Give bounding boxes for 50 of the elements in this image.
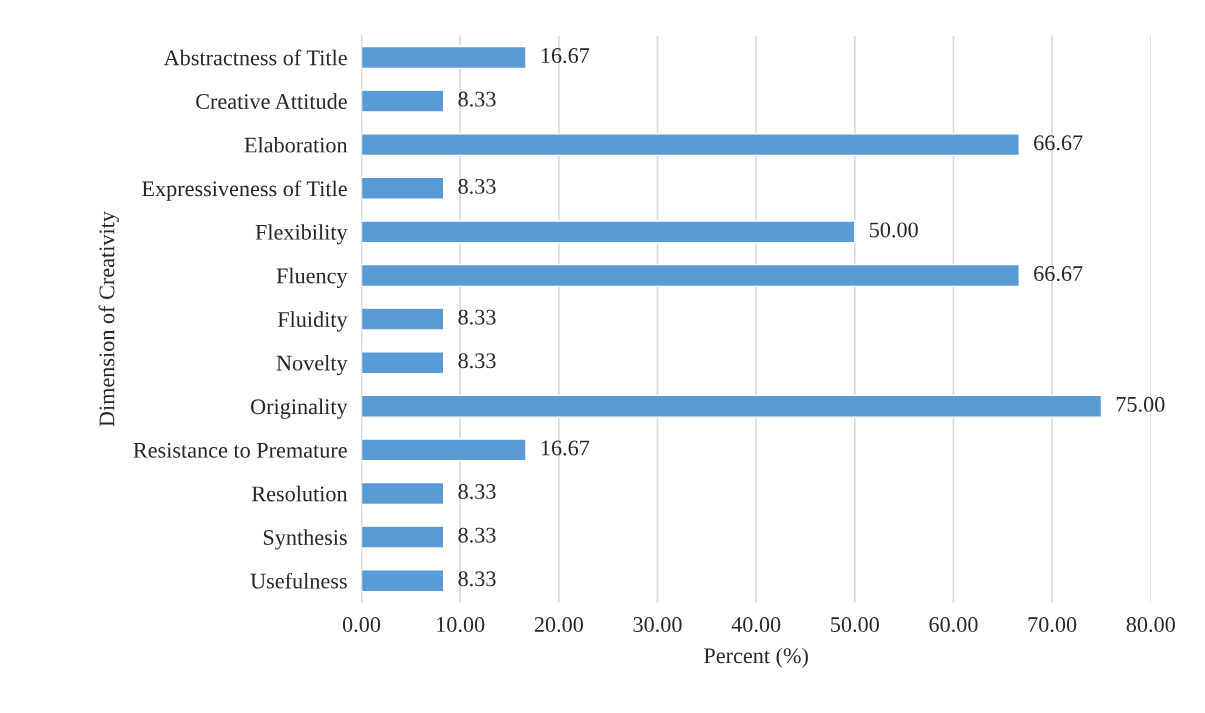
data-label: 8.33: [458, 527, 496, 543]
bar: [361, 89, 445, 113]
y-tick-label: Flexibility: [255, 224, 348, 245]
y-tick-label: Usefulness: [250, 572, 347, 589]
y-tick-label: Abstractness of Title: [163, 49, 347, 66]
bar: [361, 438, 527, 462]
bar: [361, 525, 445, 549]
bar: [361, 481, 445, 506]
y-tick-label: Expressiveness of Title: [142, 180, 347, 201]
bar: [361, 569, 445, 593]
x-tick-label: 60.00: [929, 617, 978, 633]
data-label: 8.33: [458, 309, 496, 325]
y-tick-label: Synthesis: [263, 529, 347, 550]
x-tick-label: 30.00: [633, 617, 682, 633]
y-tick-label: Novelty: [276, 354, 348, 376]
data-label: 8.33: [458, 91, 496, 107]
y-tick-label: Resistance to Premature: [133, 442, 347, 458]
x-tick-label: 80.00: [1126, 617, 1175, 633]
x-tick-label: 50.00: [831, 617, 879, 633]
data-label: 8.33: [458, 353, 496, 369]
y-axis-title: Dimension of Creativity: [98, 211, 119, 427]
data-label: 66.67: [1034, 266, 1083, 282]
x-tick-label: 0.00: [342, 617, 381, 633]
y-tick-label: Elaboration: [244, 136, 348, 153]
bar: [361, 220, 856, 244]
y-tick-label: Fluidity: [277, 311, 348, 332]
bar: [361, 307, 445, 331]
data-label: 8.33: [458, 571, 496, 587]
data-label: 8.33: [458, 178, 496, 194]
data-label: 16.67: [541, 440, 590, 456]
y-tick-label: Originality: [251, 398, 348, 419]
data-label: 16.67: [541, 48, 590, 64]
x-tick-label: 10.00: [437, 617, 485, 633]
x-tick-label: 70.00: [1028, 617, 1077, 633]
bar: [361, 133, 1020, 157]
bar: [361, 394, 1103, 418]
bar: [361, 176, 445, 200]
data-label: 8.33: [458, 484, 496, 500]
bar: [361, 45, 527, 70]
data-label: 75.00: [1116, 396, 1165, 412]
bar: [361, 351, 445, 375]
data-label: 66.67: [1034, 135, 1083, 151]
y-tick-label: Creative Attitude: [196, 93, 347, 109]
x-tick-label: 40.00: [731, 617, 781, 633]
bar: [361, 263, 1020, 288]
y-tick-label: Fluency: [276, 267, 348, 288]
y-tick-label: Resolution: [251, 485, 348, 502]
x-axis-title: Percent (%): [704, 647, 808, 668]
x-tick-label: 20.00: [534, 617, 583, 633]
data-label: 50.00: [869, 222, 918, 238]
